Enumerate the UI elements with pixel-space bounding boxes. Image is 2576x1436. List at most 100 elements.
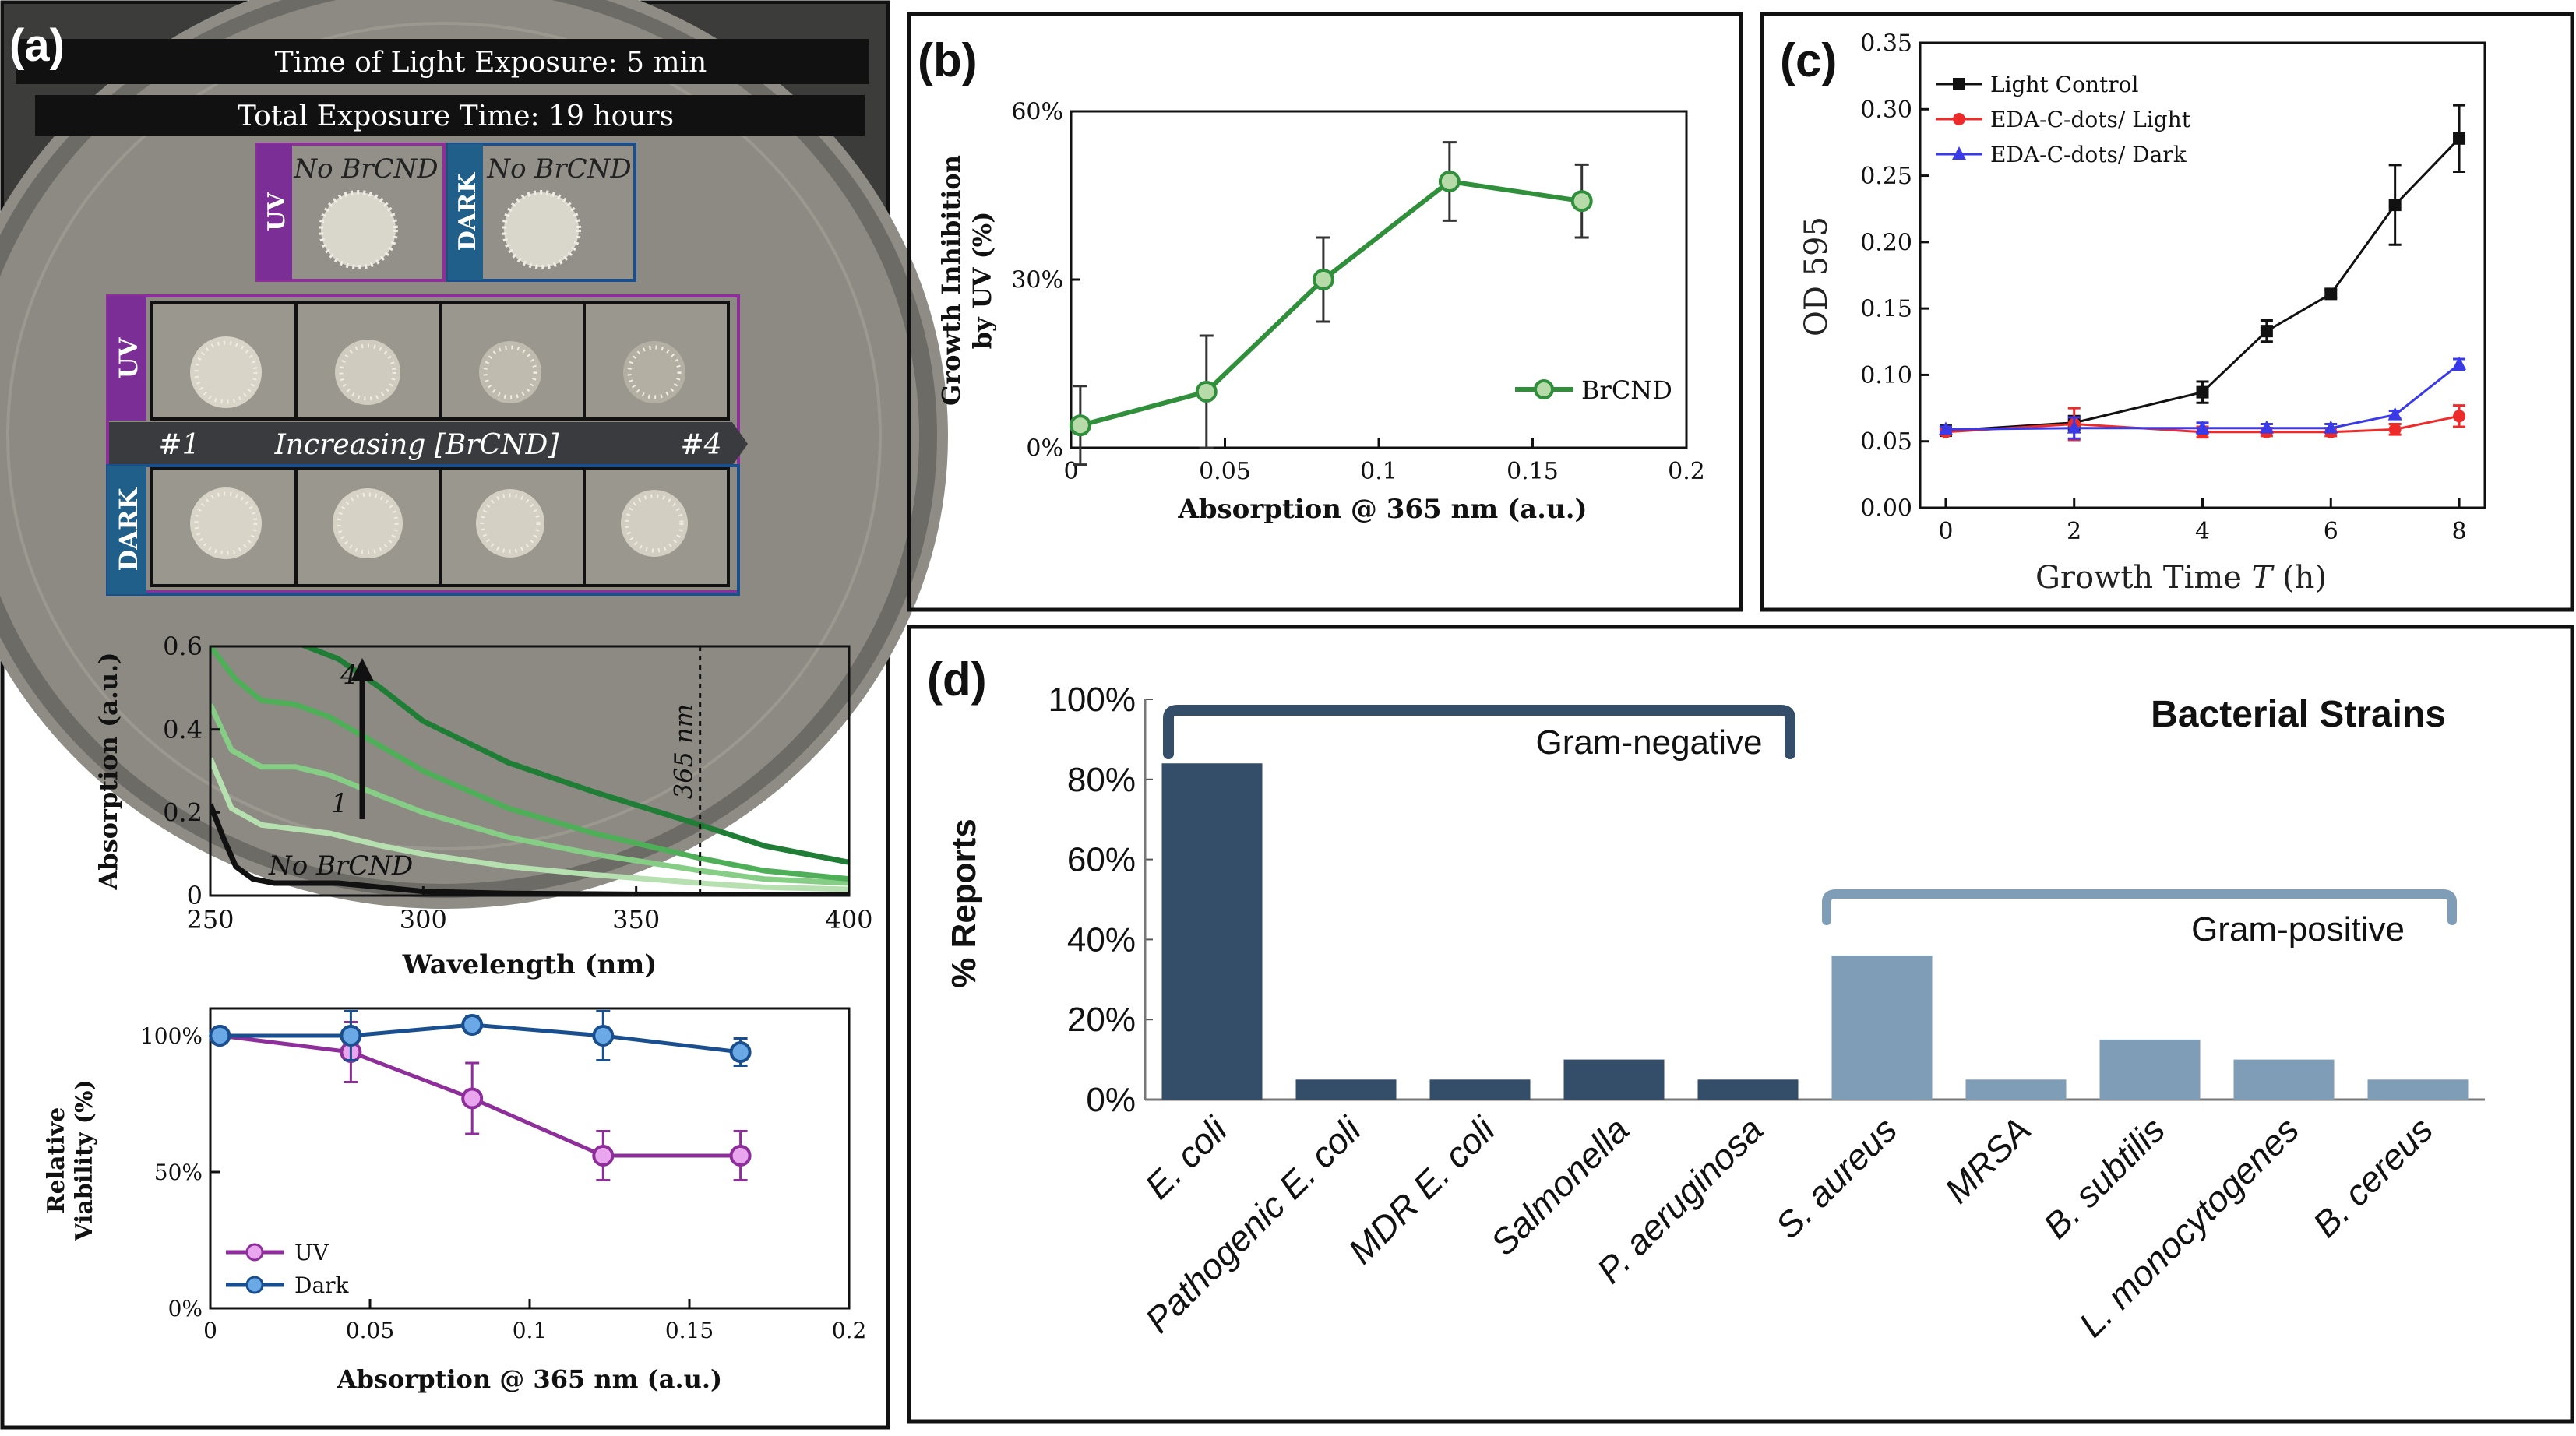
x-tick-label: 400	[825, 905, 872, 934]
x-tick-label: 0.1	[513, 1318, 548, 1343]
y-tick-label: 0.30	[1860, 97, 1912, 124]
y-axis-label-line2: Viability (%)	[71, 1079, 98, 1241]
dark-row-tag-text: DARK	[114, 487, 143, 571]
legend-label: Light Control	[1990, 72, 2138, 97]
legend-label: UV	[294, 1240, 329, 1265]
y-axis-label-line1: Growth Inhibition	[936, 155, 966, 406]
data-point-edac-dark	[2195, 420, 2210, 434]
x-axis-label: Growth Time T (h)	[2035, 560, 2327, 596]
arrow-label-bottom: 1	[331, 788, 348, 819]
x-tick-label: 300	[400, 905, 447, 934]
colony-dark-1	[190, 487, 262, 559]
data-point-edac-light	[2388, 423, 2402, 436]
y-tick-label: 0.00	[1860, 495, 1912, 523]
colony-dark-4	[621, 490, 688, 557]
x-tick-label: L. monocytogenes	[2070, 1109, 2306, 1345]
y-tick-label: 0.4	[163, 715, 203, 744]
y-tick-label: 0.6	[163, 632, 203, 661]
y-tick-label: 0.35	[1860, 30, 1912, 58]
x-axis-label-part: (h)	[2272, 560, 2327, 596]
banner-total-time	[35, 95, 865, 136]
x-tick-label: 350	[612, 905, 660, 934]
bar-mdr-e-coli	[1429, 1079, 1531, 1100]
control-dark-tag-text: DARK	[454, 172, 481, 251]
colony-control-dark	[504, 192, 579, 267]
y-axis-label-line2: by UV (%)	[967, 212, 997, 350]
y-axis-label: Absorption (a.u.)	[93, 652, 123, 890]
y-axis-label-line1: Relative	[43, 1107, 70, 1214]
x-tick-label: 8	[2451, 518, 2466, 545]
x-tick-label: 2	[2067, 518, 2081, 545]
control-dark-label: No BrCND	[486, 153, 631, 185]
x-tick-label: 4	[2195, 518, 2210, 545]
panel-d-frame	[907, 625, 2574, 1424]
data-point-light-control	[2196, 385, 2209, 399]
y-tick-label: 20%	[1067, 1001, 1136, 1039]
y-tick-label: 80%	[1067, 761, 1136, 799]
banner-exposure-time-text: Time of Light Exposure: 5 min	[275, 47, 707, 79]
colony-uv-4	[623, 341, 685, 403]
y-tick-label: 0%	[168, 1296, 203, 1322]
y-tick-label: 0%	[1026, 435, 1063, 463]
legend-marker	[245, 1243, 264, 1262]
bar-l-monocytogenes	[2233, 1059, 2335, 1100]
data-point-light-control	[2260, 325, 2273, 338]
data-point-light-control	[2388, 199, 2402, 212]
legend-marker	[1953, 113, 1965, 125]
bar-p-aeruginosa	[1697, 1079, 1799, 1100]
banner-exposure-time	[16, 39, 869, 84]
colony-control-uv	[321, 192, 396, 267]
viability-point-uv	[461, 1087, 484, 1110]
viability-point-dark	[729, 1041, 752, 1063]
x-axis-label: Absorption @ 365 nm (a.u.)	[337, 1364, 722, 1394]
data-point-brcnd	[1570, 190, 1593, 213]
y-tick-label: 100%	[140, 1023, 203, 1049]
panel-c-frame	[1760, 12, 2574, 612]
x-tick-label: E. coli	[1137, 1108, 1236, 1207]
y-tick-label: 60%	[1067, 841, 1136, 879]
x-tick-label: 0.1	[1360, 458, 1397, 485]
data-point-brcnd	[1312, 269, 1334, 290]
y-tick-label: 0.20	[1860, 229, 1912, 256]
bar-s-aureus	[1831, 955, 1933, 1100]
bar-b-cereus	[2367, 1079, 2469, 1100]
x-tick-label: MRSA	[1936, 1109, 2039, 1211]
x-tick-label: 0	[1938, 518, 1953, 545]
y-tick-label: 40%	[1067, 920, 1136, 959]
data-point-brcnd	[1069, 414, 1091, 437]
no-brcnd-label: No BrCND	[268, 850, 413, 882]
y-tick-label: 0.10	[1860, 362, 1912, 389]
viability-point-dark	[209, 1025, 231, 1047]
legend-marker-brcnd	[1534, 379, 1554, 399]
x-tick-label: MDR E. coli	[1341, 1108, 1504, 1272]
data-point-edac-dark	[2452, 356, 2467, 370]
x-tick-label: B. subtilis	[2035, 1109, 2173, 1246]
colony-uv-2	[335, 340, 400, 405]
chart-b: 0 0.05 0.1 0.15 0.2 0% 30% 60% BrCND Absorption @…	[936, 99, 1705, 526]
viability-point-dark	[340, 1025, 362, 1047]
data-point-edac-dark	[2324, 420, 2338, 434]
x-tick-label: 0.05	[1199, 458, 1251, 485]
data-point-edac-light	[2453, 410, 2466, 423]
data-point-light-control	[2324, 287, 2338, 301]
bar-mrsa	[1965, 1079, 2067, 1100]
x-tick-label: 250	[186, 905, 234, 934]
bar-pathogenic-e-coli	[1295, 1079, 1397, 1100]
x-tick-label: 0	[1063, 458, 1078, 485]
x-tick-label: 0.15	[1506, 458, 1559, 485]
legend-marker	[1953, 78, 1965, 90]
absorption-curve-0	[210, 803, 849, 896]
y-tick-label: 0.2	[163, 798, 203, 828]
panel-label-a: (a)	[9, 20, 65, 71]
chart-a-viability: 0 0.05 0.1 0.15 0.2 0% 50% 100% UV Dark Absorption…	[43, 1007, 866, 1394]
viability-point-uv	[729, 1145, 752, 1167]
absorption-curve-2	[210, 703, 849, 886]
viability-point-dark	[592, 1025, 615, 1047]
y-tick-label: 0	[187, 881, 203, 910]
x-axis-label: Wavelength (nm)	[402, 949, 657, 980]
data-point-brcnd	[1195, 381, 1218, 403]
y-tick-label: 50%	[154, 1160, 203, 1185]
viability-point-dark	[461, 1014, 484, 1036]
